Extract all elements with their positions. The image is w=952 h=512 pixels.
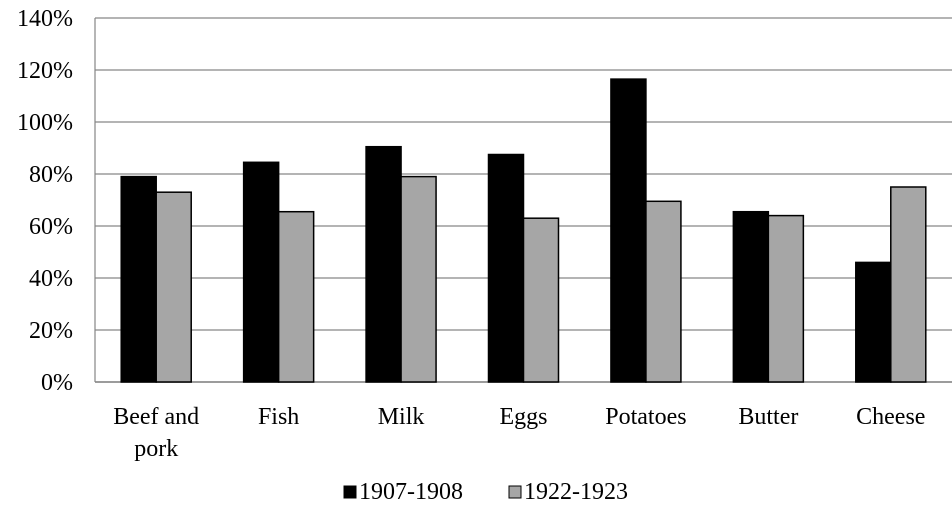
x-category-label: Beef and pork (113, 404, 199, 462)
bar-1907-1908-eggs (487, 153, 525, 383)
y-axis: 0% 20% 40% 60% 80% 100% 120% 140% (17, 6, 952, 396)
bar-1907-1908-butter (732, 210, 770, 383)
legend: 1907-1908 1922-1923 (343, 479, 628, 505)
x-category-label: Fish (258, 404, 299, 430)
bar-1907-1908-milk (365, 145, 402, 383)
bar-1922-1923-fish (277, 210, 315, 383)
bar-1922-1923-cheese (890, 186, 927, 383)
y-tick-label: 80% (29, 162, 73, 188)
y-tick-label: 60% (29, 214, 73, 240)
x-category-label: Eggs (500, 404, 548, 430)
bar-1907-1908-cheese (855, 261, 892, 383)
x-category-label: Butter (738, 404, 798, 430)
legend-swatch (343, 485, 357, 499)
y-tick-label: 40% (29, 266, 73, 292)
y-tick-label: 100% (17, 110, 73, 136)
y-tick-label: 140% (17, 6, 73, 32)
bar-1922-1923-butter (767, 214, 805, 383)
bar-1922-1923-milk (400, 175, 437, 383)
x-axis-labels: Beef and pork Fish Milk Eggs Potatoes Butter Ch… (113, 404, 925, 462)
bar-1922-1923-beef-and-pork (155, 191, 192, 383)
x-category-label: Milk (378, 404, 425, 430)
legend-label: 1907-1908 (359, 479, 463, 505)
bar-1922-1923-potatoes (645, 200, 682, 383)
bar-1907-1908-beef-and-pork (120, 175, 157, 383)
bar-1907-1908-fish (242, 161, 280, 383)
y-tick-label: 0% (41, 370, 73, 396)
legend-swatch (508, 485, 522, 499)
y-tick-label: 120% (17, 58, 73, 84)
y-tick-label: 20% (29, 318, 73, 344)
legend-label: 1922-1923 (524, 479, 628, 505)
x-category-label: Potatoes (605, 404, 686, 430)
bar-1922-1923-eggs (522, 217, 560, 383)
x-category-label: Cheese (856, 404, 925, 430)
bars (120, 78, 927, 383)
bar-1907-1908-potatoes (610, 78, 647, 383)
